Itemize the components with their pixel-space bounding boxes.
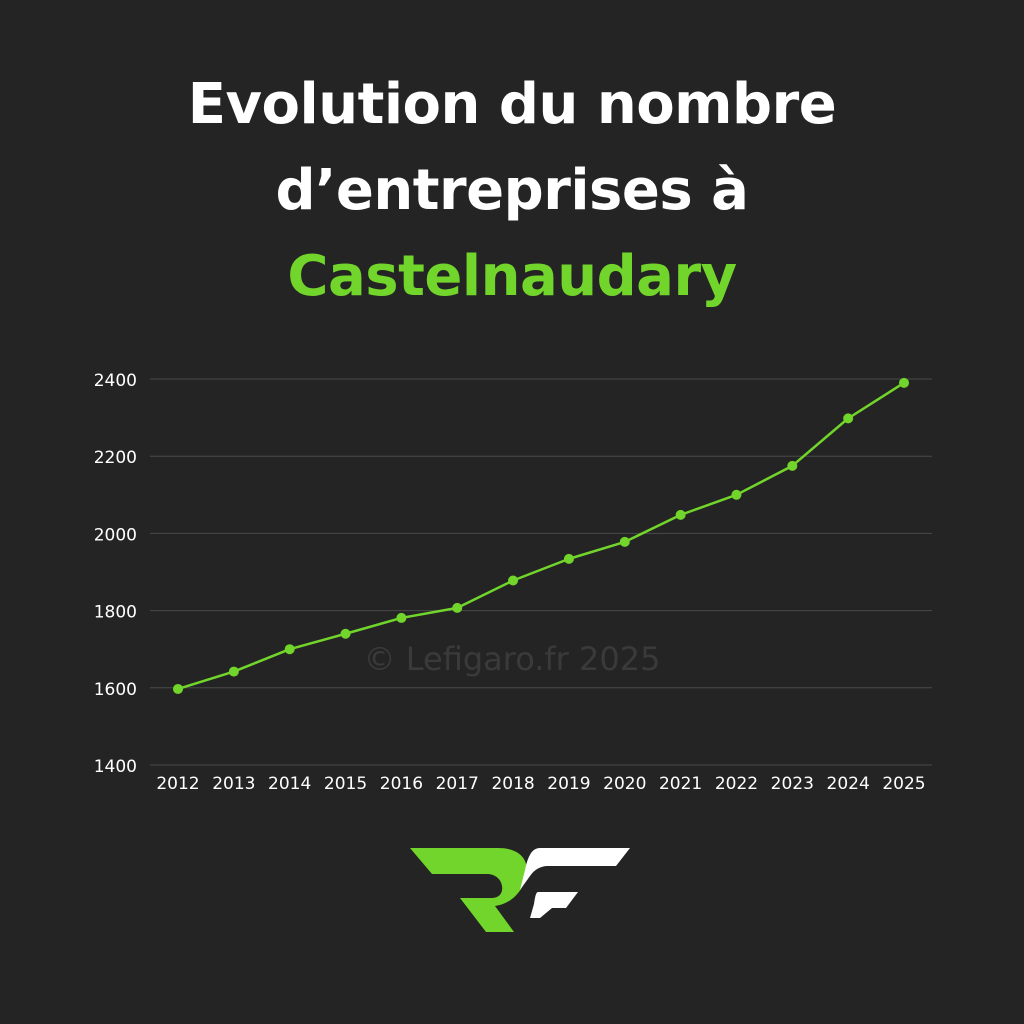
x-tick-label: 2022 bbox=[715, 774, 758, 794]
data-point-2017 bbox=[452, 602, 463, 613]
title-line-1: Evolution du nombre bbox=[187, 72, 837, 137]
y-axis-ticks: 1400 1600 1800 2000 2200 2400 bbox=[94, 371, 137, 777]
y-tick-label: 2400 bbox=[94, 371, 137, 391]
data-point-2023 bbox=[787, 460, 798, 471]
x-tick-label: 2023 bbox=[771, 774, 814, 794]
gridlines bbox=[150, 378, 932, 766]
x-tick-label: 2016 bbox=[380, 774, 423, 794]
x-tick-label: 2024 bbox=[827, 774, 870, 794]
watermark: © Lefigaro.fr 2025 bbox=[364, 640, 661, 678]
data-point-2025 bbox=[899, 377, 909, 388]
x-tick-label: 2014 bbox=[268, 774, 311, 794]
x-tick-label: 2012 bbox=[156, 774, 199, 794]
x-tick-label: 2025 bbox=[882, 774, 925, 794]
chart-title: Evolution du nombre d’entreprises à Cast… bbox=[0, 62, 1024, 320]
data-point-2018 bbox=[508, 575, 519, 586]
data-point-2014 bbox=[284, 644, 295, 655]
logo-f-middle bbox=[530, 892, 578, 918]
data-point-2015 bbox=[340, 628, 351, 639]
y-tick-label: 1800 bbox=[94, 603, 137, 623]
data-point-2013 bbox=[228, 666, 239, 677]
x-tick-label: 2015 bbox=[324, 774, 367, 794]
data-point-2020 bbox=[619, 536, 630, 547]
data-point-2019 bbox=[563, 553, 574, 564]
x-tick-label: 2021 bbox=[659, 774, 702, 794]
x-tick-label: 2017 bbox=[436, 774, 479, 794]
logo-f-top bbox=[520, 848, 630, 890]
x-axis-ticks: 2012 2013 2014 2015 2016 2017 2018 2019 2020 2021… bbox=[156, 774, 925, 794]
x-tick-label: 2020 bbox=[603, 774, 646, 794]
x-tick-label: 2018 bbox=[491, 774, 534, 794]
data-point-2022 bbox=[731, 489, 742, 500]
logo-r-shape bbox=[410, 848, 527, 932]
x-tick-label: 2019 bbox=[547, 774, 590, 794]
series-line bbox=[177, 381, 905, 691]
title-city: Castelnaudary bbox=[287, 244, 737, 309]
x-tick-label: 2013 bbox=[212, 774, 255, 794]
data-point-2024 bbox=[843, 413, 854, 424]
title-line-2: d’entreprises à bbox=[275, 158, 749, 223]
data-point-2016 bbox=[396, 612, 407, 623]
data-point-2012 bbox=[173, 683, 183, 694]
y-tick-label: 2200 bbox=[94, 448, 137, 468]
y-tick-label: 1400 bbox=[94, 757, 137, 777]
y-tick-label: 2000 bbox=[94, 525, 137, 545]
series bbox=[173, 377, 909, 694]
y-tick-label: 1600 bbox=[94, 680, 137, 700]
data-point-2021 bbox=[675, 509, 686, 520]
